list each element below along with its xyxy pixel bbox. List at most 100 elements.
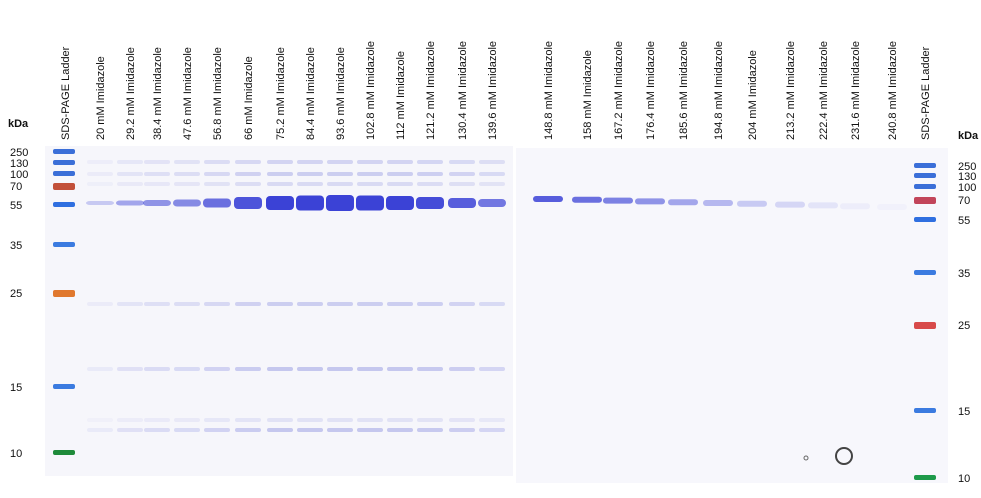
- ladder-band: [914, 173, 936, 178]
- gel-figure: SDS-PAGE Ladder20 mM Imidazole29.2 mM Im…: [0, 0, 981, 493]
- protein-band: [234, 197, 262, 209]
- minor-band: [417, 367, 443, 371]
- minor-band: [117, 428, 143, 432]
- minor-band: [144, 182, 170, 186]
- minor-band: [387, 182, 413, 186]
- marker-label: 10: [958, 473, 970, 485]
- minor-band: [267, 367, 293, 371]
- protein-band: [840, 203, 870, 209]
- protein-band: [808, 202, 838, 208]
- protein-band: [703, 200, 733, 206]
- lane-label: 176.4 mM Imidazole: [645, 41, 657, 140]
- ladder-band: [53, 202, 75, 207]
- protein-band: [173, 200, 201, 207]
- minor-band: [174, 428, 200, 432]
- minor-band: [235, 160, 261, 164]
- minor-band: [387, 428, 413, 432]
- ladder-band: [914, 163, 936, 168]
- ladder-band: [53, 160, 75, 165]
- lane-label: 112 mM Imidazole: [395, 51, 407, 140]
- minor-band: [297, 182, 323, 186]
- ladder-band: [53, 242, 75, 247]
- minor-band: [327, 428, 353, 432]
- lane-label: 167.2 mM Imidazole: [613, 41, 625, 140]
- minor-band: [357, 182, 383, 186]
- protein-band: [326, 195, 354, 211]
- minor-band: [327, 160, 353, 164]
- minor-band: [357, 418, 383, 422]
- minor-band: [117, 160, 143, 164]
- ladder-band: [53, 183, 75, 190]
- minor-band: [449, 160, 475, 164]
- minor-band: [87, 418, 113, 422]
- minor-band: [235, 367, 261, 371]
- minor-band: [204, 172, 230, 176]
- protein-band: [603, 198, 633, 204]
- minor-band: [235, 428, 261, 432]
- minor-band: [267, 302, 293, 306]
- lane-label: 130.4 mM Imidazole: [457, 41, 469, 140]
- lane-label: 38.4 mM Imidazole: [152, 47, 164, 140]
- minor-band: [449, 418, 475, 422]
- lane-label: 75.2 mM Imidazole: [275, 47, 287, 140]
- ladder-band: [914, 197, 936, 204]
- minor-band: [297, 302, 323, 306]
- minor-band: [357, 367, 383, 371]
- protein-band: [448, 198, 476, 208]
- minor-band: [87, 428, 113, 432]
- protein-band: [877, 204, 907, 210]
- lane-label: 29.2 mM Imidazole: [125, 47, 137, 140]
- minor-band: [479, 172, 505, 176]
- minor-band: [417, 172, 443, 176]
- lane-label: 213.2 mM Imidazole: [785, 41, 797, 140]
- minor-band: [235, 302, 261, 306]
- lane-label: 56.8 mM Imidazole: [212, 47, 224, 140]
- marker-label: 25: [958, 320, 970, 332]
- minor-band: [174, 367, 200, 371]
- minor-band: [204, 428, 230, 432]
- minor-band: [479, 302, 505, 306]
- minor-band: [144, 418, 170, 422]
- minor-band: [479, 160, 505, 164]
- left-gel: [45, 146, 513, 476]
- minor-band: [449, 302, 475, 306]
- ladder-band: [914, 270, 936, 275]
- ladder-band: [53, 149, 75, 154]
- protein-band: [386, 196, 414, 210]
- ladder-band: [914, 475, 936, 480]
- minor-band: [327, 172, 353, 176]
- protein-band: [533, 196, 563, 202]
- lane-label: 185.6 mM Imidazole: [678, 41, 690, 140]
- protein-band: [266, 196, 294, 210]
- minor-band: [479, 418, 505, 422]
- protein-band: [572, 197, 602, 203]
- minor-band: [417, 160, 443, 164]
- minor-band: [144, 160, 170, 164]
- marker-label: 70: [958, 195, 970, 207]
- unit-label: kDa: [8, 118, 29, 130]
- minor-band: [117, 418, 143, 422]
- minor-band: [357, 172, 383, 176]
- minor-band: [144, 367, 170, 371]
- protein-band: [203, 199, 231, 208]
- protein-band: [116, 201, 144, 206]
- ladder-band: [914, 184, 936, 189]
- minor-band: [387, 160, 413, 164]
- minor-band: [117, 182, 143, 186]
- lane-label: SDS-PAGE Ladder: [60, 46, 72, 140]
- marker-label: 10: [10, 448, 22, 460]
- minor-band: [204, 182, 230, 186]
- lane-label: 93.6 mM Imidazole: [335, 47, 347, 140]
- lane-label: 102.8 mM Imidazole: [365, 41, 377, 140]
- minor-band: [479, 428, 505, 432]
- lane-label: 194.8 mM Imidazole: [713, 41, 725, 140]
- protein-band: [143, 200, 171, 206]
- lane-label: 121.2 mM Imidazole: [425, 41, 437, 140]
- minor-band: [117, 172, 143, 176]
- lane-label: 84.4 mM Imidazole: [305, 47, 317, 140]
- ladder-band: [53, 384, 75, 389]
- protein-band: [296, 196, 324, 211]
- minor-band: [267, 160, 293, 164]
- marker-label: 25: [10, 288, 22, 300]
- lane-label: 204 mM Imidazole: [747, 50, 759, 140]
